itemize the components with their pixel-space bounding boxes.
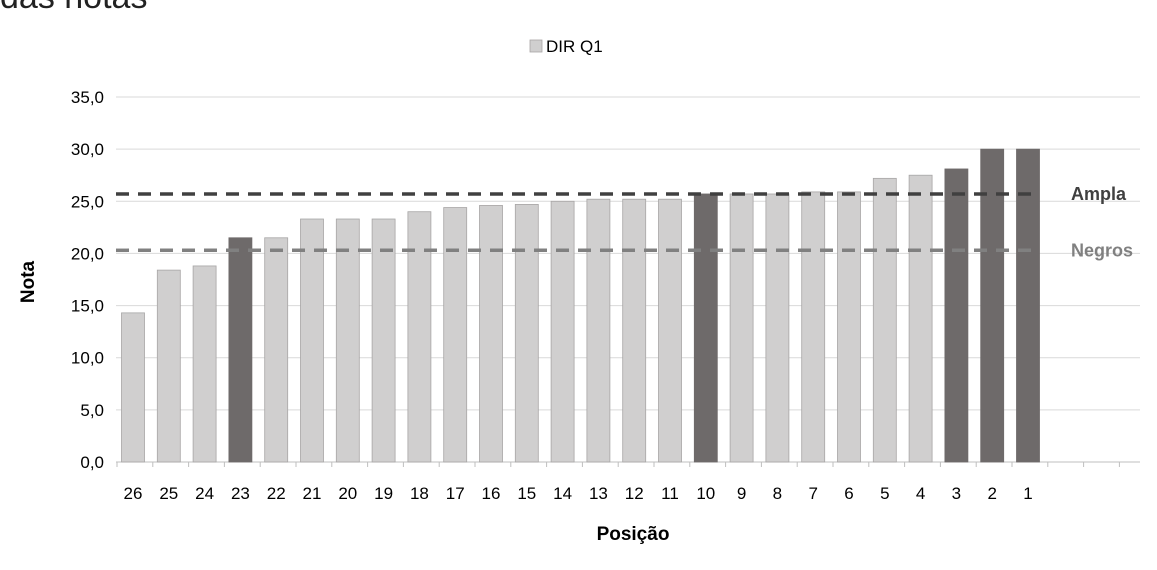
bar-15 bbox=[514, 204, 539, 463]
x-tick-label: 6 bbox=[844, 484, 853, 503]
bar-17 bbox=[443, 207, 468, 463]
x-tick-label: 18 bbox=[410, 484, 429, 503]
x-tick-label: 20 bbox=[338, 484, 357, 503]
x-tick-label: 16 bbox=[482, 484, 501, 503]
bar-16 bbox=[479, 205, 503, 463]
page-title: das notas bbox=[0, 0, 147, 17]
x-tick-label: 8 bbox=[773, 484, 782, 503]
x-tick-label: 21 bbox=[303, 484, 322, 503]
bar-19 bbox=[371, 218, 396, 463]
x-tick-label: 23 bbox=[231, 484, 250, 503]
x-tick-label: 15 bbox=[517, 484, 536, 503]
bar-21 bbox=[300, 218, 324, 463]
bar-26 bbox=[121, 312, 145, 463]
x-tick-label: 14 bbox=[553, 484, 572, 503]
y-tick-label: 15,0 bbox=[71, 297, 104, 316]
legend-label: DIR Q1 bbox=[546, 37, 603, 56]
reference-label-ampla: Ampla bbox=[1071, 184, 1127, 204]
x-tick-label: 4 bbox=[916, 484, 925, 503]
x-tick-label: 5 bbox=[880, 484, 889, 503]
x-tick-label: 17 bbox=[446, 484, 465, 503]
x-tick-label: 10 bbox=[696, 484, 715, 503]
x-tick-label: 13 bbox=[589, 484, 608, 503]
bar-12 bbox=[622, 198, 647, 463]
bar-22 bbox=[264, 237, 289, 463]
x-tick-label: 12 bbox=[625, 484, 644, 503]
y-tick-label: 35,0 bbox=[71, 88, 104, 107]
x-tick-label: 1 bbox=[1023, 484, 1032, 503]
bar-20 bbox=[335, 218, 360, 463]
x-tick-label: 24 bbox=[195, 484, 214, 503]
y-tick-label: 10,0 bbox=[71, 349, 104, 368]
bar-24 bbox=[192, 265, 217, 463]
x-tick-label: 3 bbox=[952, 484, 961, 503]
x-tick-label: 19 bbox=[374, 484, 393, 503]
x-axis-label: Posição bbox=[597, 524, 670, 545]
bar-14 bbox=[550, 200, 575, 463]
x-tick-label: 26 bbox=[124, 484, 143, 503]
bar-23 bbox=[228, 237, 253, 463]
y-tick-label: 0,0 bbox=[80, 453, 104, 472]
bar-10 bbox=[693, 193, 718, 463]
bar-7 bbox=[801, 191, 826, 463]
x-tick-label: 11 bbox=[661, 484, 679, 503]
x-tick-label: 7 bbox=[808, 484, 817, 503]
y-tick-label: 5,0 bbox=[80, 401, 104, 420]
x-tick-label: 9 bbox=[737, 484, 746, 503]
y-tick-label: 30,0 bbox=[71, 140, 104, 159]
bar-5 bbox=[872, 177, 897, 463]
x-tick-label: 25 bbox=[159, 484, 178, 503]
bar-9 bbox=[729, 193, 754, 463]
bar-3 bbox=[944, 168, 969, 463]
bar-1 bbox=[1016, 148, 1040, 463]
y-tick-labels: 0,0 5,0 10,0 15,0 20,0 25,0 30,0 35,0 bbox=[71, 88, 104, 472]
legend: DIR Q1 bbox=[529, 37, 603, 56]
bar-13 bbox=[586, 198, 611, 463]
reference-lines: Ampla Negros bbox=[116, 184, 1133, 260]
legend-swatch bbox=[529, 39, 543, 53]
bar-18 bbox=[407, 211, 432, 463]
bar-8 bbox=[765, 193, 790, 463]
bar-25 bbox=[156, 269, 181, 463]
bar-6 bbox=[837, 191, 861, 463]
x-tick-label: 22 bbox=[267, 484, 286, 503]
bar-11 bbox=[658, 198, 682, 463]
bar-4 bbox=[908, 174, 933, 463]
y-tick-label: 25,0 bbox=[71, 192, 104, 211]
bar-2 bbox=[980, 148, 1005, 463]
y-tick-label: 20,0 bbox=[71, 244, 104, 263]
bars bbox=[121, 148, 1040, 463]
x-tick-label: 2 bbox=[987, 484, 996, 503]
x-tick-labels: 26 25 24 23 22 21 20 19 18 17 16 15 14 13 12 11 10 9 8 7 6 5 4… bbox=[124, 484, 1033, 503]
reference-label-negros: Negros bbox=[1071, 240, 1133, 260]
y-axis-label: Nota bbox=[18, 260, 39, 303]
